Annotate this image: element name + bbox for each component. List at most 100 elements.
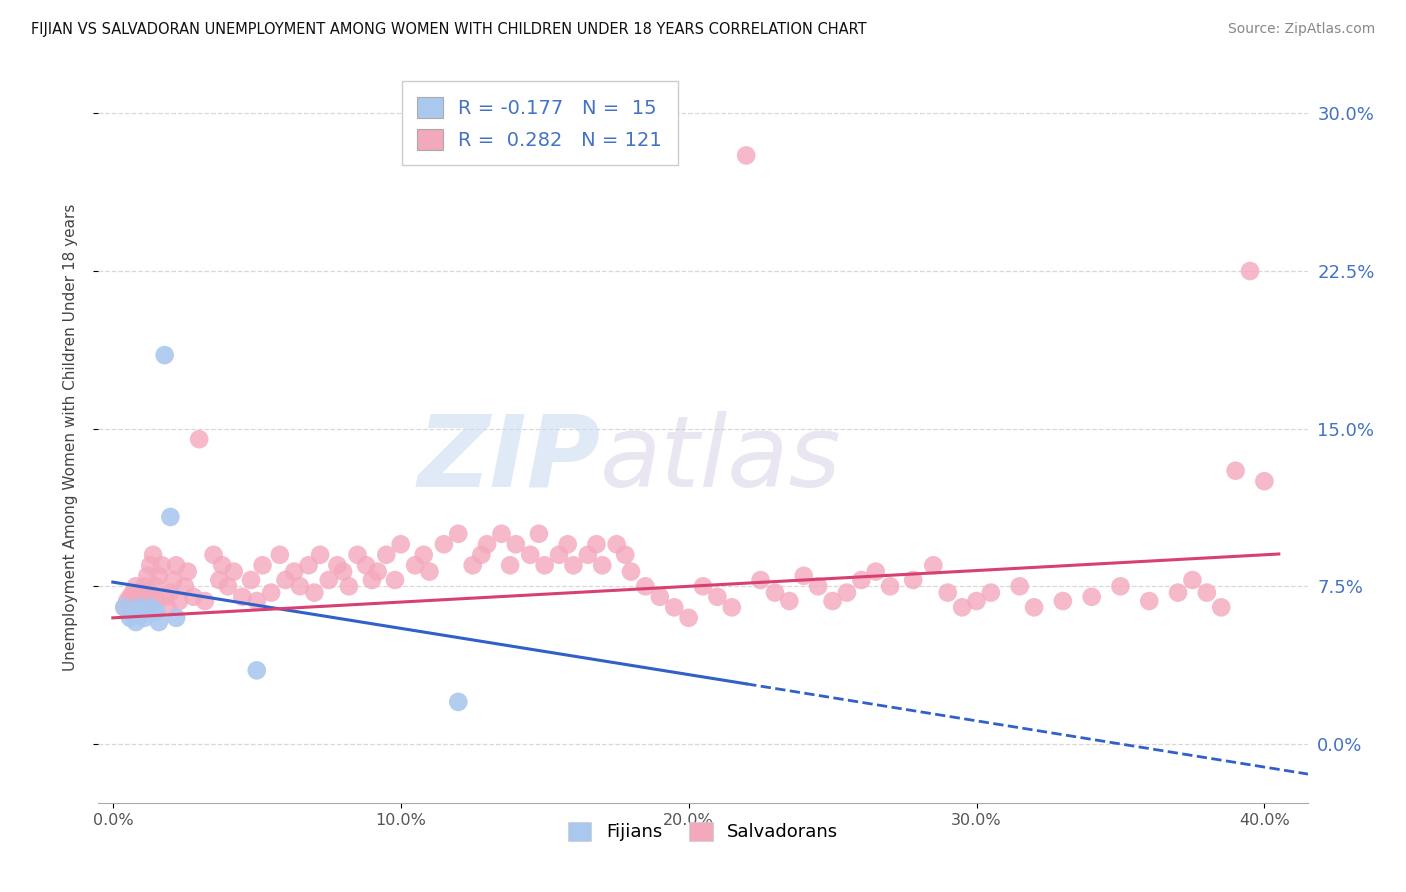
- Point: [139, 600, 162, 615]
- Point: [519, 548, 541, 562]
- Point: [145, 594, 167, 608]
- Point: [461, 558, 484, 573]
- Point: [194, 594, 217, 608]
- Point: [269, 548, 291, 562]
- Point: [145, 605, 167, 619]
- Point: [122, 600, 145, 615]
- Point: [217, 579, 239, 593]
- Point: [447, 695, 470, 709]
- Point: [1167, 585, 1189, 599]
- Point: [288, 579, 311, 593]
- Point: [246, 594, 269, 608]
- Point: [664, 600, 686, 615]
- Point: [1008, 579, 1031, 593]
- Point: [1137, 594, 1160, 608]
- Text: FIJIAN VS SALVADORAN UNEMPLOYMENT AMONG WOMEN WITH CHILDREN UNDER 18 YEARS CORRE: FIJIAN VS SALVADORAN UNEMPLOYMENT AMONG …: [31, 22, 866, 37]
- Point: [412, 548, 434, 562]
- Point: [835, 585, 858, 599]
- Point: [128, 600, 150, 615]
- Point: [1253, 474, 1275, 488]
- Point: [240, 573, 263, 587]
- Point: [720, 600, 742, 615]
- Point: [139, 585, 162, 599]
- Point: [634, 579, 657, 593]
- Point: [252, 558, 274, 573]
- Point: [297, 558, 319, 573]
- Point: [112, 600, 135, 615]
- Point: [1181, 573, 1204, 587]
- Point: [134, 590, 156, 604]
- Point: [260, 585, 283, 599]
- Point: [125, 594, 148, 608]
- Point: [120, 590, 142, 604]
- Point: [1225, 464, 1247, 478]
- Point: [211, 558, 233, 573]
- Point: [936, 585, 959, 599]
- Text: ZIP: ZIP: [418, 410, 600, 508]
- Point: [125, 615, 148, 629]
- Point: [136, 569, 159, 583]
- Point: [153, 590, 176, 604]
- Point: [188, 432, 211, 446]
- Point: [706, 590, 728, 604]
- Point: [208, 573, 231, 587]
- Point: [246, 664, 269, 678]
- Point: [404, 558, 426, 573]
- Point: [309, 548, 332, 562]
- Point: [389, 537, 412, 551]
- Point: [692, 579, 714, 593]
- Point: [112, 600, 135, 615]
- Point: [505, 537, 527, 551]
- Y-axis label: Unemployment Among Women with Children Under 18 years: Unemployment Among Women with Children U…: [63, 203, 77, 671]
- Point: [115, 594, 138, 608]
- Point: [162, 573, 184, 587]
- Point: [533, 558, 555, 573]
- Point: [153, 348, 176, 362]
- Point: [821, 594, 844, 608]
- Point: [591, 558, 613, 573]
- Point: [346, 548, 368, 562]
- Point: [851, 573, 873, 587]
- Point: [231, 590, 253, 604]
- Point: [922, 558, 945, 573]
- Point: [1080, 590, 1102, 604]
- Point: [606, 537, 628, 551]
- Point: [159, 510, 181, 524]
- Point: [222, 565, 245, 579]
- Point: [879, 579, 901, 593]
- Point: [134, 611, 156, 625]
- Point: [134, 579, 156, 593]
- Point: [384, 573, 406, 587]
- Point: [128, 600, 150, 615]
- Point: [901, 573, 924, 587]
- Point: [433, 537, 456, 551]
- Point: [778, 594, 800, 608]
- Point: [749, 573, 772, 587]
- Point: [557, 537, 579, 551]
- Point: [470, 548, 492, 562]
- Point: [318, 573, 340, 587]
- Point: [1022, 600, 1045, 615]
- Point: [585, 537, 607, 551]
- Point: [648, 590, 671, 604]
- Text: Source: ZipAtlas.com: Source: ZipAtlas.com: [1227, 22, 1375, 37]
- Point: [548, 548, 571, 562]
- Point: [807, 579, 830, 593]
- Point: [527, 526, 550, 541]
- Point: [165, 611, 187, 625]
- Point: [131, 585, 153, 599]
- Point: [148, 569, 170, 583]
- Point: [375, 548, 398, 562]
- Point: [980, 585, 1002, 599]
- Point: [159, 585, 181, 599]
- Point: [131, 594, 153, 608]
- Point: [332, 565, 354, 579]
- Point: [1239, 264, 1261, 278]
- Point: [793, 569, 815, 583]
- Point: [614, 548, 637, 562]
- Point: [1109, 579, 1132, 593]
- Point: [966, 594, 988, 608]
- Point: [165, 558, 187, 573]
- Point: [678, 611, 700, 625]
- Point: [122, 607, 145, 621]
